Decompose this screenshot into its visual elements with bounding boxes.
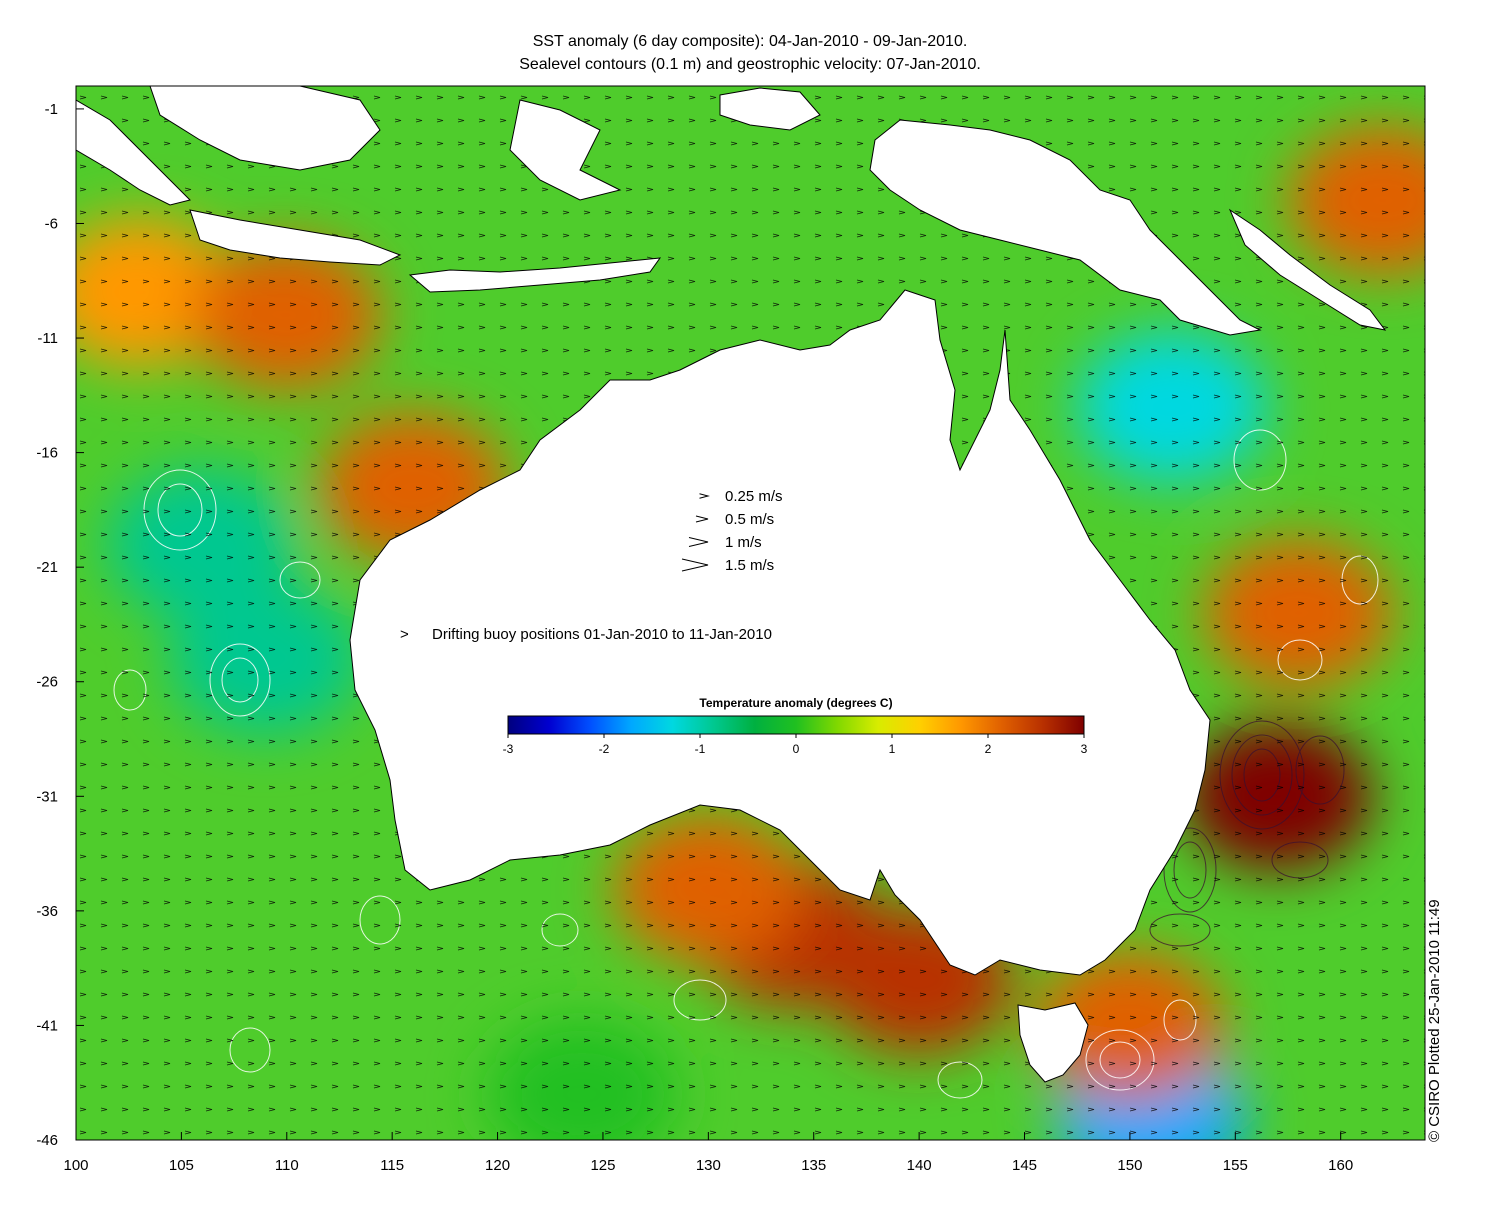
australia-landmass — [349, 289, 1211, 976]
y-tick-label: -46 — [36, 1132, 58, 1149]
x-tick-label: 150 — [1117, 1157, 1142, 1174]
x-tick-label: 145 — [1012, 1157, 1037, 1174]
plot-frame — [75, 85, 1426, 1141]
x-tick-label: 160 — [1328, 1157, 1353, 1174]
x-tick-label: 130 — [696, 1157, 721, 1174]
x-tick-label: 155 — [1223, 1157, 1248, 1174]
velocity-legend-label: 0.5 m/s — [725, 511, 774, 528]
colorbar-ticks: -3 -2 -1 0 1 2 3 — [503, 734, 1088, 756]
velocity-legend-label: 1 m/s — [725, 534, 762, 551]
map-title: SST anomaly (6 day composite): 04-Jan-20… — [0, 30, 1500, 76]
velocity-legend: 0.25 m/s 0.5 m/s 1 m/s 1.5 m/s — [681, 488, 783, 574]
y-tick-label: -16 — [36, 445, 58, 462]
colorbar-tick-label: -1 — [695, 742, 706, 756]
velocity-legend-label: 1.5 m/s — [725, 557, 774, 574]
new-guinea-landmass — [869, 119, 1262, 336]
borneo-landmass — [149, 86, 381, 171]
buoy-symbol-icon: > — [400, 626, 409, 643]
maluku-islands — [719, 87, 821, 131]
y-tick-label: -41 — [36, 1017, 58, 1034]
solomon-islands — [1228, 208, 1387, 331]
title-line-1: SST anomaly (6 day composite): 04-Jan-20… — [532, 33, 968, 50]
y-tick-label: -36 — [36, 903, 58, 920]
y-axis: -1 -6 -11 -16 -21 -26 -31 -36 -41 -46 — [36, 101, 84, 1149]
sulawesi-landmass — [509, 99, 622, 201]
x-tick-label: 100 — [63, 1157, 88, 1174]
land-masses — [76, 86, 1387, 1083]
velocity-arrow-icon — [699, 493, 710, 499]
colorbar-tick-label: 1 — [889, 742, 896, 756]
y-tick-label: -6 — [45, 215, 58, 232]
ocean-field — [76, 86, 1425, 1140]
colorbar: Temperature anomaly (degrees C) -3 -2 -1 0 1… — [503, 696, 1088, 756]
y-tick-label: -21 — [36, 559, 58, 576]
x-tick-label: 115 — [380, 1157, 404, 1174]
colorbar-title: Temperature anomaly (degrees C) — [699, 696, 892, 710]
buoy-legend-label: Drifting buoy positions 01-Jan-2010 to 1… — [432, 626, 772, 643]
y-tick-label: -31 — [36, 788, 58, 805]
x-tick-label: 120 — [485, 1157, 510, 1174]
x-tick-label: 105 — [169, 1157, 194, 1174]
y-tick-label: -26 — [36, 674, 58, 691]
java-landmass — [189, 209, 402, 266]
colorbar-gradient — [507, 715, 1085, 735]
buoy-legend: > Drifting buoy positions 01-Jan-2010 to… — [400, 626, 772, 643]
title-line-2: Sealevel contours (0.1 m) and geostrophi… — [519, 56, 981, 73]
velocity-arrow-icon — [688, 537, 709, 547]
tasmania-landmass — [1017, 1002, 1089, 1083]
velocity-legend-label: 0.25 m/s — [725, 488, 783, 505]
colorbar-tick-label: 3 — [1081, 742, 1088, 756]
colorbar-tick-label: 0 — [793, 742, 800, 756]
lesser-sunda-islands — [408, 257, 662, 293]
credit-text: © CSIRO Plotted 25-Jan-2010 11:49 — [1426, 899, 1443, 1142]
sumatra-landmass — [76, 99, 191, 206]
x-tick-label: 110 — [275, 1157, 299, 1174]
velocity-arrow-icon — [695, 515, 709, 523]
colorbar-tick-label: -2 — [599, 742, 610, 756]
x-tick-label: 125 — [590, 1157, 615, 1174]
colorbar-tick-label: -3 — [503, 742, 514, 756]
x-axis: 100 105 110 115 120 125 130 135 140 145 150 155 160 — [63, 1132, 1353, 1174]
x-tick-label: 140 — [907, 1157, 932, 1174]
velocity-arrow-icon — [681, 558, 709, 572]
y-tick-label: -1 — [45, 101, 58, 118]
x-tick-label: 135 — [801, 1157, 826, 1174]
colorbar-tick-label: 2 — [985, 742, 992, 756]
y-tick-label: -11 — [37, 330, 58, 347]
